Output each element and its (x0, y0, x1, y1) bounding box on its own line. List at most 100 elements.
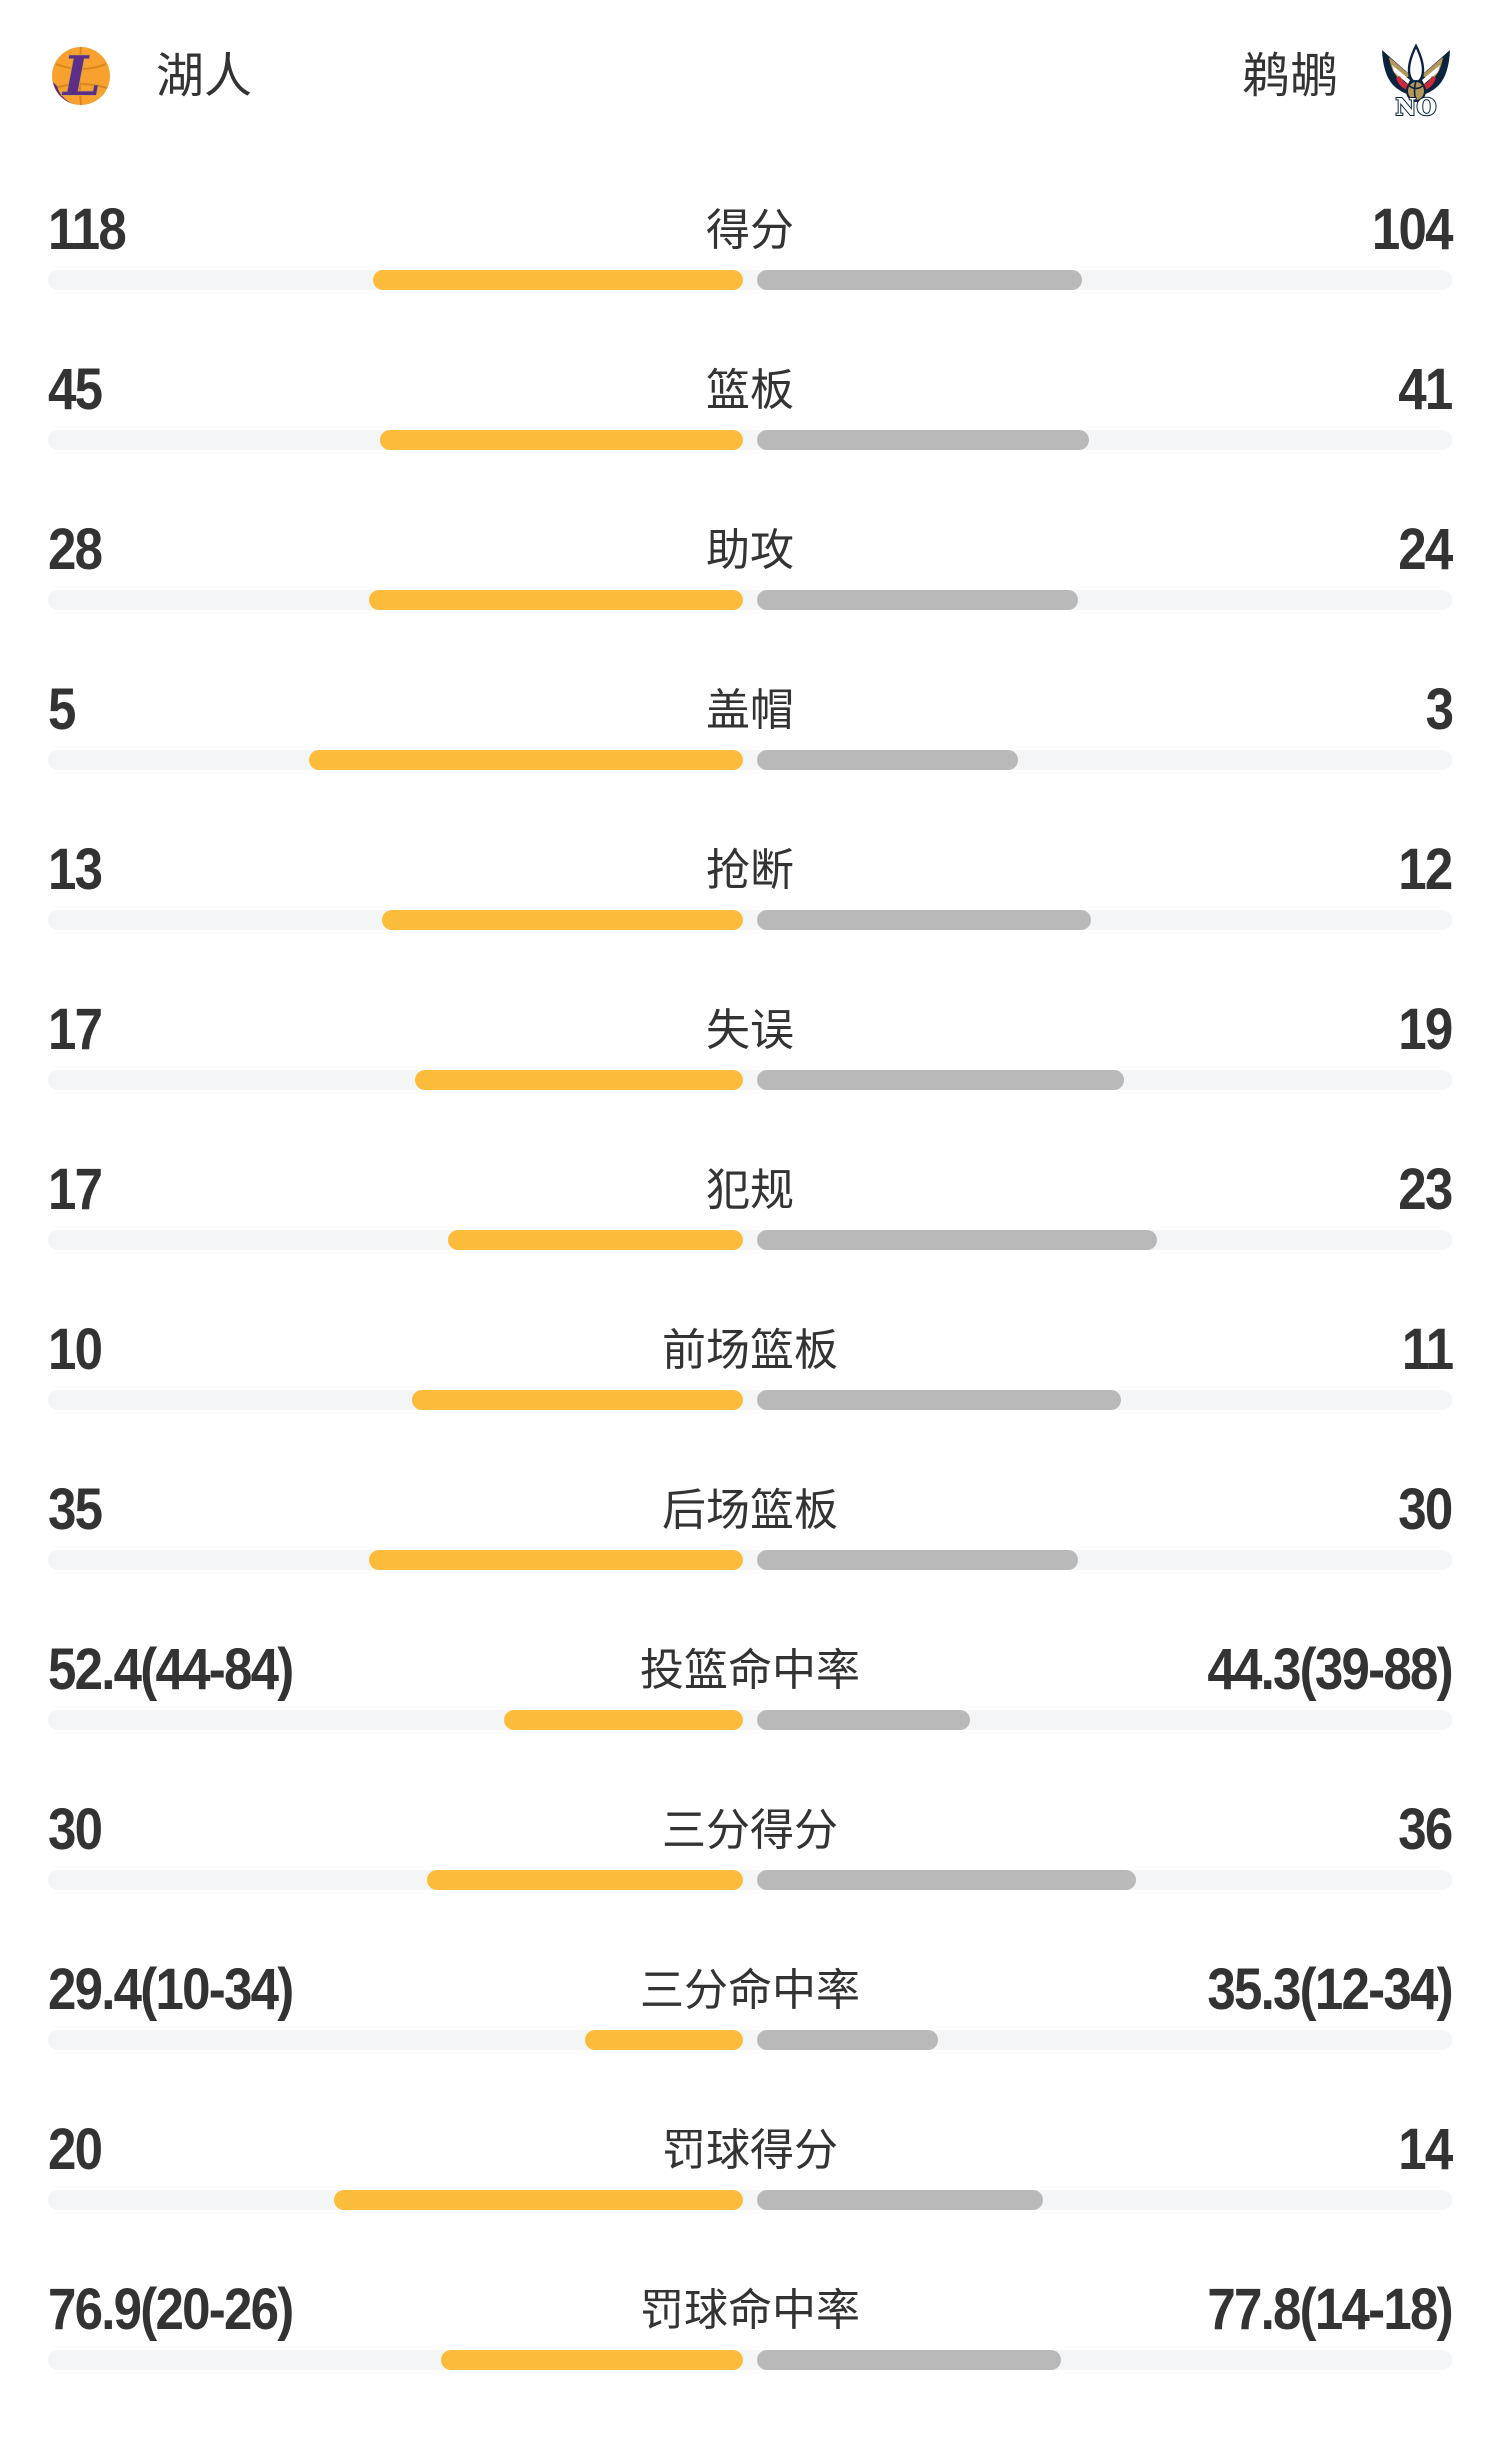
away-bar-fill (757, 1870, 1136, 1890)
home-value: 45 (48, 357, 103, 422)
home-bar-fill (503, 1710, 743, 1730)
pelicans-logo-text: NO (1395, 94, 1436, 118)
home-value: 13 (48, 837, 103, 902)
away-bar-fill (757, 1070, 1124, 1090)
stat-label: 篮板 (706, 366, 794, 415)
home-value: 28 (48, 517, 103, 582)
home-bar-fill (440, 2350, 743, 2370)
stat-row-fg-pct: 52.4(44-84) 投篮命中率 44.3(39-88) (48, 1637, 1454, 1802)
stat-label: 抢断 (706, 846, 794, 895)
home-value: 35 (48, 1477, 103, 1542)
away-value: 14 (1398, 2117, 1454, 2182)
stat-bar-track (48, 270, 1452, 290)
stat-row-ft-points: 20 罚球得分 14 (48, 2117, 1454, 2282)
pelicans-logo-icon: NO (1382, 43, 1450, 118)
away-value: 77.8(14-18) (1207, 2277, 1453, 2342)
home-team-name: 湖人 (156, 50, 253, 103)
away-bar-fill (757, 2030, 939, 2050)
away-value: 30 (1398, 1477, 1454, 1542)
stat-bar-track (48, 1070, 1452, 1090)
away-bar-fill (757, 750, 1018, 770)
home-bar-fill (369, 1550, 743, 1570)
away-bar-fill (757, 2350, 1062, 2370)
stat-row-blocks: 5 盖帽 3 (48, 677, 1454, 842)
stat-row-fouls: 17 犯规 23 (48, 1157, 1454, 1322)
stat-bar-track (48, 430, 1452, 450)
home-bar-fill (379, 430, 743, 450)
home-bar-fill (426, 1870, 743, 1890)
stat-row-points: 118 得分 104 (48, 197, 1454, 362)
stat-bar-track (48, 1870, 1452, 1890)
home-value: 76.9(20-26) (48, 2277, 294, 2342)
away-bar-fill (757, 1230, 1157, 1250)
stats-list: 118 得分 104 45 篮板 41 28 助攻 (48, 197, 1454, 2442)
away-value: 12 (1398, 837, 1454, 902)
stat-label: 盖帽 (706, 686, 794, 735)
svg-text:L: L (61, 44, 101, 108)
home-value: 20 (48, 2117, 103, 2182)
stat-label: 后场篮板 (662, 1486, 838, 1535)
stat-row-defensive-rebounds: 35 后场篮板 30 (48, 1477, 1454, 1642)
home-bar-fill (308, 750, 743, 770)
home-bar-fill (369, 590, 743, 610)
stat-row-offensive-rebounds: 10 前场篮板 11 (48, 1317, 1454, 1482)
home-bar-fill (412, 1390, 743, 1410)
stat-row-ft-pct: 76.9(20-26) 罚球命中率 77.8(14-18) (48, 2277, 1454, 2442)
away-team-name: 鹈鹕 (1241, 50, 1338, 103)
home-value: 10 (48, 1317, 103, 1382)
lakers-logo-icon: L (52, 44, 110, 109)
stat-bar-track (48, 1710, 1452, 1730)
stat-label: 犯规 (706, 1166, 794, 1215)
away-bar-fill (757, 1550, 1079, 1570)
stat-row-three-points: 30 三分得分 36 (48, 1797, 1454, 1962)
home-team-header[interactable]: L 湖人 (48, 44, 252, 110)
away-value: 23 (1398, 1157, 1454, 1222)
away-value: 24 (1398, 517, 1454, 582)
home-value: 29.4(10-34) (48, 1957, 294, 2022)
home-value: 17 (48, 997, 103, 1062)
stat-row-three-pct: 29.4(10-34) 三分命中率 35.3(12-34) (48, 1957, 1454, 2122)
home-value: 17 (48, 1157, 103, 1222)
stat-label: 罚球得分 (662, 2126, 838, 2175)
stat-row-rebounds: 45 篮板 41 (48, 357, 1454, 522)
away-value: 35.3(12-34) (1207, 1957, 1453, 2022)
home-bar-fill (447, 1230, 743, 1250)
stat-label: 罚球命中率 (640, 2286, 860, 2335)
away-team-header[interactable]: 鹈鹕 NO (1242, 36, 1452, 118)
stat-bar-track (48, 910, 1452, 930)
home-value: 30 (48, 1797, 103, 1862)
stat-label: 前场篮板 (662, 1326, 838, 1375)
away-value: 36 (1398, 1797, 1454, 1862)
home-value: 118 (48, 197, 127, 262)
away-value: 104 (1372, 197, 1454, 262)
header: L 湖人 鹈鹕 NO (48, 43, 1452, 118)
stat-bar-track (48, 1230, 1452, 1250)
home-value: 52.4(44-84) (48, 1637, 294, 1702)
stat-bar-track (48, 2030, 1452, 2050)
home-bar-fill (414, 1070, 743, 1090)
away-bar-fill (757, 270, 1083, 290)
stat-bar-track (48, 2190, 1452, 2210)
away-bar-fill (757, 910, 1091, 930)
away-value: 19 (1398, 997, 1454, 1062)
stat-row-turnovers: 17 失误 19 (48, 997, 1454, 1162)
home-bar-fill (334, 2190, 743, 2210)
stat-row-assists: 28 助攻 24 (48, 517, 1454, 682)
stat-bar-track (48, 750, 1452, 770)
home-bar-fill (381, 910, 743, 930)
stat-label: 得分 (706, 206, 794, 255)
stat-bar-track (48, 590, 1452, 610)
away-value: 44.3(39-88) (1207, 1637, 1453, 1702)
stat-label: 三分得分 (662, 1806, 838, 1855)
away-bar-fill (757, 590, 1079, 610)
stat-bar-track (48, 1390, 1452, 1410)
stat-label: 失误 (706, 1006, 794, 1055)
home-bar-fill (585, 2030, 743, 2050)
away-bar-fill (757, 2190, 1044, 2210)
away-bar-fill (757, 1710, 971, 1730)
away-bar-fill (757, 430, 1089, 450)
stat-row-steals: 13 抢断 12 (48, 837, 1454, 1002)
away-value: 11 (1401, 1317, 1454, 1382)
away-value: 41 (1398, 357, 1454, 422)
away-value: 3 (1425, 677, 1453, 742)
